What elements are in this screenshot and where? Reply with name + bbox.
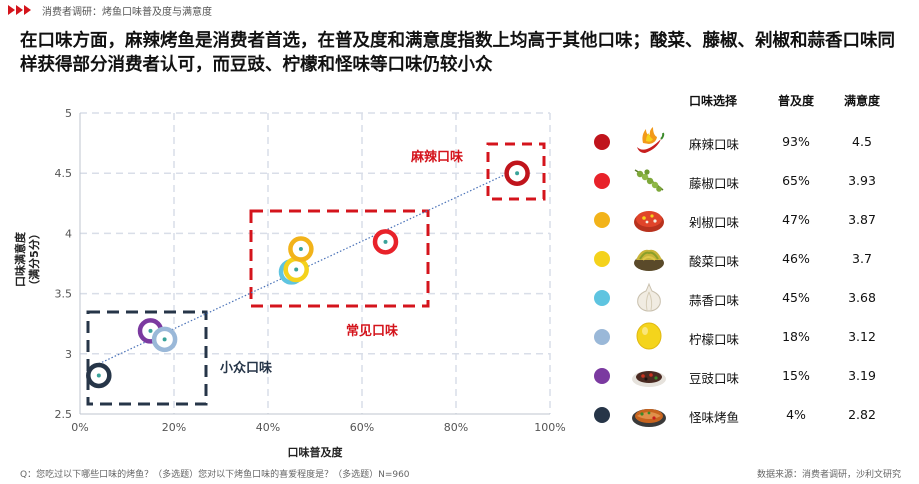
y-tick-label: 2.5 <box>55 408 73 421</box>
legend-popularity: 4% <box>786 407 806 422</box>
lemon-icon <box>631 320 667 352</box>
legend-header-pct: 普及度 <box>777 94 814 108</box>
legend-satisfaction: 2.82 <box>848 407 876 422</box>
legend-row: 豆豉口味 15% 3.19 <box>585 356 905 394</box>
x-tick-label: 60% <box>350 421 374 434</box>
legend-row: 剁椒口味 47% 3.87 <box>585 200 905 238</box>
footnote-source: 数据来源：消费者调研，沙利文研究 <box>756 470 901 480</box>
black-bean-plate-icon <box>631 359 667 391</box>
x-tick-label: 80% <box>444 421 468 434</box>
legend-name: 剁椒口味 <box>689 215 740 230</box>
pickled-cabbage-bowl-icon <box>631 242 667 274</box>
y-tick-label: 3.5 <box>55 288 73 301</box>
legend-color-dot <box>594 173 610 189</box>
legend-row: 藤椒口味 65% 3.93 <box>585 161 905 199</box>
data-point-center <box>383 239 388 244</box>
data-point <box>283 256 309 283</box>
legend-row: 蒜香口味 45% 3.68 <box>585 278 905 316</box>
x-tick-label: 20% <box>162 421 186 434</box>
legend-header-name: 口味选择 <box>689 94 738 108</box>
data-point-center <box>298 247 303 252</box>
data-point <box>86 362 112 389</box>
legend-name: 豆豉口味 <box>689 371 740 386</box>
legend-name: 蒜香口味 <box>689 293 740 308</box>
legend-satisfaction: 3.68 <box>848 290 876 305</box>
grilled-fish-plate-icon <box>631 398 667 430</box>
x-axis-title: 口味普及度 <box>288 445 344 459</box>
legend-name: 麻辣口味 <box>689 137 740 152</box>
legend-popularity: 46% <box>782 251 810 266</box>
y-tick-label: 4.5 <box>55 167 73 180</box>
legend-satisfaction: 3.93 <box>848 173 876 188</box>
legend-row: 酸菜口味 46% 3.7 <box>585 239 905 277</box>
x-tick-label: 40% <box>256 421 280 434</box>
legend-popularity: 18% <box>782 329 810 344</box>
legend-color-dot <box>594 407 610 423</box>
zone-label-mala: 麻辣口味 <box>410 149 463 165</box>
legend-satisfaction: 3.7 <box>852 251 872 266</box>
y-axis-subtitle: （满分5分） <box>27 228 41 291</box>
legend-popularity: 15% <box>782 368 810 383</box>
data-point-center <box>294 267 299 272</box>
legend-satisfaction: 3.12 <box>848 329 876 344</box>
zone-box-niche <box>86 310 208 406</box>
legend-name: 怪味烤鱼 <box>689 410 740 425</box>
data-point <box>151 326 178 353</box>
chili-fire-icon <box>631 125 667 157</box>
y-axis-title: 口味满意度 <box>13 231 27 287</box>
data-point <box>372 229 399 255</box>
legend-color-dot <box>594 134 610 150</box>
legend-satisfaction: 3.19 <box>848 368 876 383</box>
legend-name: 酸菜口味 <box>689 254 740 269</box>
data-point-center <box>96 373 101 378</box>
legend-popularity: 47% <box>782 212 810 227</box>
legend-satisfaction: 4.5 <box>852 134 872 149</box>
legend-name: 藤椒口味 <box>689 176 740 191</box>
green-peppercorn-icon <box>631 164 667 196</box>
legend-color-dot <box>594 251 610 267</box>
legend-color-dot <box>594 329 610 345</box>
legend-popularity: 93% <box>782 134 810 149</box>
chevrons-icon <box>8 5 32 15</box>
data-point-center <box>148 328 153 333</box>
data-point-center <box>162 337 167 342</box>
legend-popularity: 45% <box>782 290 810 305</box>
x-tick-label: 0% <box>71 421 88 434</box>
data-point <box>504 160 530 186</box>
breadcrumb: 消费者调研：烤鱼口味普及度与满意度 <box>42 6 212 18</box>
data-point <box>288 236 314 262</box>
page-title: 在口味方面，麻辣烤鱼是消费者首选，在普及度和满意度指数上均高于其他口味；酸菜、藤… <box>20 31 895 75</box>
top-bar: 消费者调研：烤鱼口味普及度与满意度 <box>8 2 212 18</box>
legend-row: 麻辣口味 93% 4.5 <box>585 122 905 160</box>
legend-color-dot <box>594 368 610 384</box>
legend-color-dot <box>594 212 610 228</box>
chopped-chili-bowl-icon <box>631 203 667 235</box>
y-axis-title-group: 口味满意度 （满分5分） <box>13 228 41 291</box>
y-tick-label: 4 <box>65 227 72 240</box>
legend-name: 柠檬口味 <box>689 332 740 347</box>
legend-row: 怪味烤鱼 4% 2.82 <box>585 395 905 433</box>
y-tick-label: 5 <box>65 107 72 120</box>
zone-box-common <box>249 209 430 308</box>
legend-color-dot <box>594 290 610 306</box>
legend-row: 柠檬口味 18% 3.12 <box>585 317 905 355</box>
zone-label-niche: 小众口味 <box>220 360 272 376</box>
data-point-center <box>515 171 520 176</box>
garlic-icon <box>631 281 667 313</box>
legend-popularity: 65% <box>782 173 810 188</box>
legend-header-sat: 满意度 <box>843 94 880 108</box>
x-tick-label: 100% <box>534 421 565 434</box>
zone-label-common: 常见口味 <box>346 323 398 339</box>
y-tick-label: 3 <box>65 348 72 361</box>
zone-box-mala <box>486 142 546 201</box>
footnote-question: Q：您吃过以下哪些口味的烤鱼？（多选题）您对以下烤鱼口味的喜爱程度是？（多选题）… <box>20 470 410 480</box>
legend-satisfaction: 3.87 <box>848 212 876 227</box>
